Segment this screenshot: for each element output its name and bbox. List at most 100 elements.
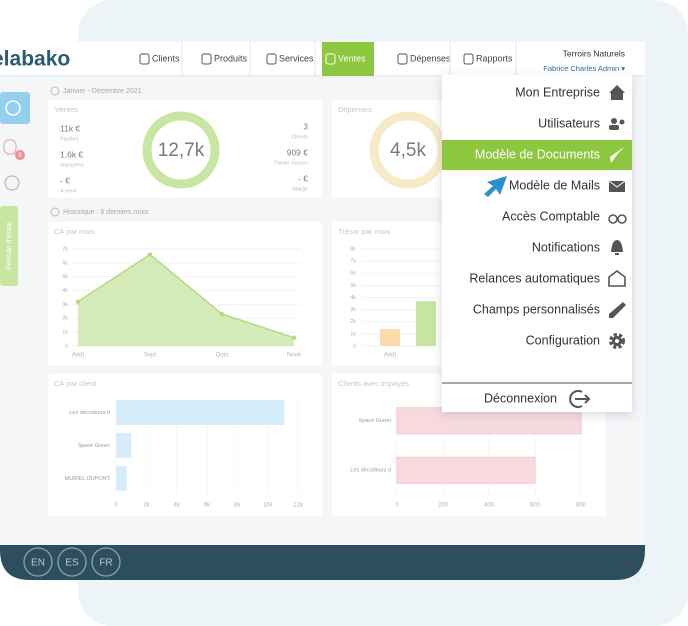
icon-brush xyxy=(610,147,624,163)
menu-item[interactable]: Configuration xyxy=(526,333,600,347)
menu-icon xyxy=(608,214,627,224)
y-tick-label: 4k xyxy=(62,288,68,294)
menu-item[interactable]: Relances automatiques xyxy=(469,271,600,285)
trial-tab xyxy=(0,206,18,286)
stat-value: 3 xyxy=(303,121,308,131)
stat-value: - € xyxy=(60,175,70,185)
menu-item[interactable]: Modèle de Mails xyxy=(509,178,600,192)
y-tick-label: 2k xyxy=(350,319,356,325)
y-tick-label: 6k xyxy=(62,260,68,266)
nav-item[interactable]: Rapports xyxy=(476,53,513,63)
icon-bell xyxy=(611,240,623,255)
nav-icon xyxy=(139,53,150,65)
icon-user xyxy=(611,118,617,124)
chart-title: CA par mois xyxy=(54,227,95,236)
donut-ring xyxy=(142,111,220,189)
logo: elabako xyxy=(0,48,70,71)
nav-item[interactable]: Dépenses xyxy=(410,53,451,63)
icon-pencil xyxy=(609,302,626,318)
bar xyxy=(116,400,285,425)
nav-item[interactable]: Produits xyxy=(214,53,248,63)
dropdown-menu: Mon Entreprise Utilisateurs Modèle de Docu… xyxy=(442,75,632,412)
language-label[interactable]: ES xyxy=(65,558,79,569)
menu-item[interactable]: Mon Entreprise xyxy=(515,85,600,99)
y-tick-label: 2k xyxy=(62,316,68,322)
x-tick-label: 2k xyxy=(143,503,150,509)
icon-glasses xyxy=(608,214,618,224)
user-name: Fabrice Charles Admin ▾ xyxy=(543,64,625,73)
x-tick-label: Octo xyxy=(216,353,229,359)
chart-title: CA par client xyxy=(54,379,97,388)
menu-item[interactable]: Accès Comptable xyxy=(502,209,600,223)
cursor xyxy=(484,176,507,197)
nav-item[interactable]: Clients xyxy=(152,53,180,63)
language-button[interactable] xyxy=(23,547,53,577)
line xyxy=(77,253,295,339)
icon-user xyxy=(619,119,625,125)
x-tick-label: 4k xyxy=(173,503,180,509)
y-tick-label: MURIEL DUPONT xyxy=(65,476,111,482)
x-tick-label: Nove xyxy=(287,353,302,359)
menu-item[interactable]: Champs personnalisés xyxy=(473,302,600,316)
icon-gear xyxy=(615,339,619,343)
nav-icon xyxy=(397,53,408,65)
x-tick-label: 6k xyxy=(204,503,211,509)
company-name: Terroirs Naturels xyxy=(563,48,625,58)
history-icon xyxy=(50,207,60,217)
menu-icon xyxy=(609,333,625,349)
donut-total: 12,7k xyxy=(158,140,205,161)
donut-total: 4,5k xyxy=(390,140,426,161)
nav-icon xyxy=(325,53,336,65)
menu-item[interactable]: Notifications xyxy=(532,240,600,254)
y-tick-label: 0 xyxy=(65,343,68,349)
logout[interactable]: Déconnexion xyxy=(484,391,557,405)
menu-box xyxy=(442,75,632,412)
menu-icon xyxy=(609,118,625,130)
sidebar-menu-icon xyxy=(5,100,21,116)
nav-icon xyxy=(201,53,212,65)
language-button[interactable] xyxy=(57,547,87,577)
x-tick-label: 0 xyxy=(114,503,118,509)
stat-label: Marge xyxy=(292,186,308,192)
icon-user xyxy=(609,125,619,130)
x-tick-label: 12k xyxy=(293,503,304,509)
menu-item[interactable]: Modèle de Documents xyxy=(475,147,600,161)
y-tick-label: 5k xyxy=(350,283,356,289)
x-tick-label: 800 xyxy=(576,503,587,509)
logout-icon xyxy=(569,390,583,408)
history-label: Historique : 6 derniers mois xyxy=(63,209,149,216)
y-tick-label: 1k xyxy=(62,330,68,336)
y-tick-label: 1k xyxy=(350,331,356,337)
bar xyxy=(396,456,536,484)
stat-label: Clients xyxy=(291,134,308,140)
bar xyxy=(116,433,132,458)
language-label[interactable]: FR xyxy=(99,558,112,569)
nav-icon xyxy=(266,53,277,65)
nav-active xyxy=(322,42,374,76)
y-tick-label: Les décodeurs d xyxy=(69,410,110,416)
language-label[interactable]: EN xyxy=(31,558,45,569)
x-tick-label: Sept xyxy=(144,353,157,359)
menu-item[interactable]: Utilisateurs xyxy=(538,116,600,130)
x-tick-label: 8k xyxy=(234,503,241,509)
nav-item[interactable]: Ventes xyxy=(338,53,366,63)
stat-label: A venir xyxy=(60,188,77,194)
period: Janvier - Décembre 2021 xyxy=(63,88,142,95)
stat-label: Panier moyen xyxy=(274,160,308,166)
icon-gear xyxy=(609,333,625,349)
nav-item[interactable]: Services xyxy=(279,53,314,63)
x-tick-label: 400 xyxy=(484,503,495,509)
stat-value: 11k € xyxy=(60,123,80,133)
icon-house xyxy=(609,85,625,100)
period-icon xyxy=(50,86,60,96)
icon-mail xyxy=(608,180,626,188)
point xyxy=(219,311,225,317)
y-tick-label: 5k xyxy=(62,274,68,280)
y-tick-label: 7k xyxy=(350,259,356,265)
language-button[interactable] xyxy=(91,547,121,577)
menu-icon xyxy=(610,147,624,163)
x-tick-label: 200 xyxy=(438,503,449,509)
icon-mail-alert xyxy=(608,270,626,287)
y-tick-label: 6k xyxy=(350,271,356,277)
